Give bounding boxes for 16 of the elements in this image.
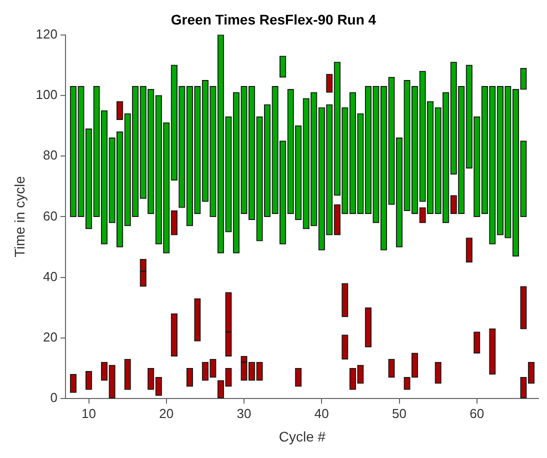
y-axis-title: Time in cycle xyxy=(11,176,28,258)
x-tick-label: 30 xyxy=(236,406,252,421)
y-tick-label: 120 xyxy=(36,26,58,42)
x-axis-title: Cycle # xyxy=(278,428,326,444)
x-tick-label: 60 xyxy=(470,406,484,421)
x-tick-label: 10 xyxy=(82,406,96,421)
x-tick-label: 20 xyxy=(159,406,174,421)
y-tick-label: 0 xyxy=(50,390,58,406)
y-tick-label: 40 xyxy=(43,268,58,284)
chart-title: Green Times ResFlex-90 Run 4 xyxy=(170,11,376,28)
x-tick-label: 40 xyxy=(314,406,329,421)
y-tick-label: 80 xyxy=(43,148,58,163)
y-tick-label: 100 xyxy=(36,87,58,102)
x-tick-label: 50 xyxy=(392,406,407,421)
y-tick-label: 60 xyxy=(43,208,58,224)
y-tick-label: 20 xyxy=(43,330,58,345)
